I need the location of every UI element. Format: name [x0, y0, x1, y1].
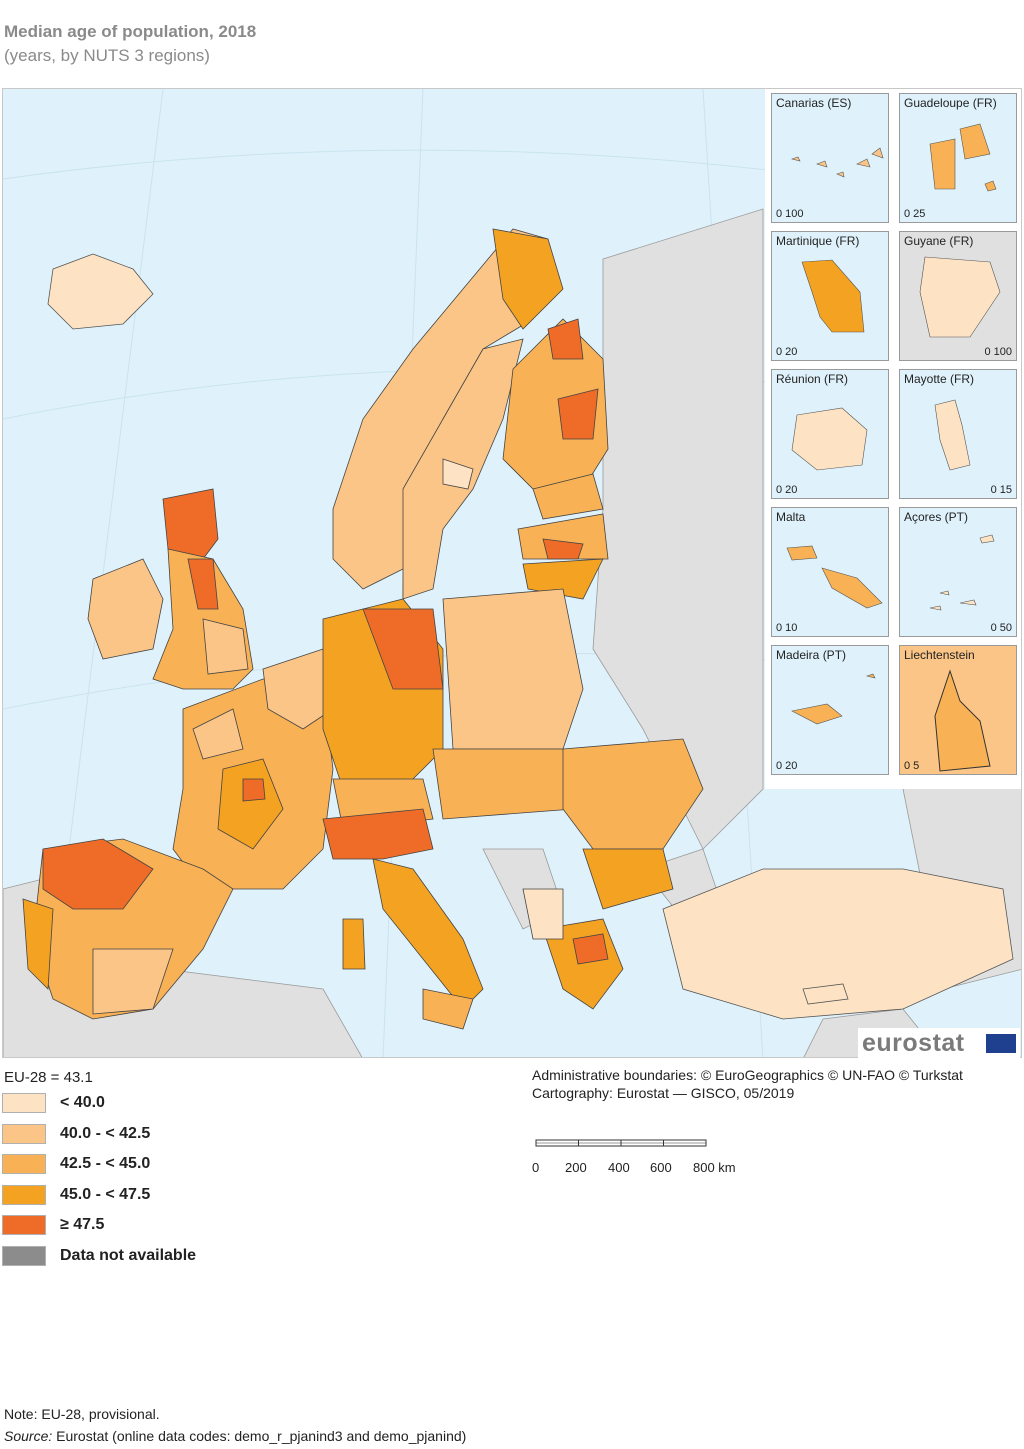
source: Source: Eurostat (online data codes: dem…	[4, 1428, 466, 1444]
mayotte-shape	[934, 399, 971, 471]
legend-swatch	[2, 1245, 46, 1266]
legend-label: Data not available	[60, 1246, 197, 1264]
acores-shape	[929, 534, 995, 611]
inset-scale: 0 20	[776, 346, 798, 358]
scale-bar-graphic	[535, 1139, 707, 1147]
logo-text: eurostat	[862, 1029, 965, 1057]
inset-acores[interactable]: Açores (PT) 0 50	[899, 507, 1017, 637]
credits: Administrative boundaries: © EuroGeograp…	[532, 1066, 963, 1102]
inset-scale: 0 50	[990, 622, 1012, 634]
inset-liechtenstein[interactable]: Liechtenstein 0 5	[899, 645, 1017, 775]
inset-label: Madeira (PT)	[776, 648, 847, 662]
inset-label: Réunion (FR)	[776, 372, 849, 386]
central-europe[interactable]	[262, 588, 584, 830]
reunion-shape	[791, 407, 868, 471]
madeira-shape	[791, 673, 876, 725]
inset-reunion[interactable]: Réunion (FR) 0 20	[771, 369, 889, 499]
british-isles[interactable]	[87, 488, 254, 690]
inset-label: Guyane (FR)	[904, 234, 974, 248]
legend-label: < 40.0	[60, 1094, 105, 1111]
inset-label: Canarias (ES)	[776, 96, 852, 110]
scale-bar: 0 200 400 600 800 km	[530, 1136, 770, 1176]
inset-madeira[interactable]: Madeira (PT) 0 20	[771, 645, 889, 775]
legend-swatch	[2, 1184, 46, 1205]
guadeloupe-shape	[929, 123, 997, 192]
inset-scale: 0 25	[904, 208, 926, 220]
source-text: Eurostat (online data codes: demo_r_pjan…	[52, 1428, 467, 1444]
inset-mayotte[interactable]: Mayotte (FR) 0 15	[899, 369, 1017, 499]
canarias-shape	[790, 147, 884, 178]
legend-label: ≥ 47.5	[60, 1216, 105, 1233]
inset-martinique[interactable]: Martinique (FR) 0 20	[771, 231, 889, 361]
scale-tick: 800 km	[693, 1160, 736, 1175]
legend-swatch	[2, 1154, 46, 1174]
eu-flag-icon	[986, 1034, 1016, 1053]
note: Note: EU-28, provisional.	[4, 1406, 160, 1422]
inset-label: Liechtenstein	[904, 648, 975, 662]
map-title: Median age of population, 2018	[4, 22, 257, 41]
legend-label: 45.0 - < 47.5	[60, 1185, 151, 1203]
europe-map[interactable]: Canarias (ES) 0 100 Guadeloupe (FR) 0 25…	[2, 88, 1022, 1058]
cyprus-region[interactable]	[802, 983, 849, 1005]
insets-panel: Canarias (ES) 0 100 Guadeloupe (FR) 0 25…	[765, 89, 1021, 789]
inset-scale: 0 20	[776, 484, 798, 496]
inset-canarias[interactable]: Canarias (ES) 0 100	[771, 93, 889, 223]
inset-scale: 0 100	[984, 346, 1012, 358]
scale-tick: 0	[532, 1160, 540, 1175]
credits-boundaries: Administrative boundaries: © EuroGeograp…	[532, 1067, 963, 1083]
baltics[interactable]	[517, 473, 609, 600]
inset-label: Martinique (FR)	[776, 234, 860, 248]
eu-average: EU-28 = 43.1	[4, 1069, 93, 1086]
inset-scale: 0 5	[904, 760, 920, 772]
inset-guadeloupe[interactable]: Guadeloupe (FR) 0 25	[899, 93, 1017, 223]
source-label: Source:	[4, 1428, 53, 1444]
legend-swatch	[2, 1123, 46, 1144]
map-subtitle: (years, by NUTS 3 regions)	[4, 46, 210, 65]
scandinavia[interactable]	[332, 228, 609, 600]
iberia[interactable]	[22, 838, 234, 1020]
inset-label: Malta	[776, 510, 806, 524]
inset-scale: 0 10	[776, 622, 798, 634]
liechtenstein-shape	[900, 646, 1016, 774]
france[interactable]	[172, 678, 334, 890]
eurostat-logo: eurostat	[858, 1028, 1020, 1058]
scale-tick: 600	[650, 1160, 672, 1175]
guyane-shape	[900, 232, 1016, 360]
inset-scale: 0 100	[776, 208, 804, 220]
iceland-region[interactable]	[47, 253, 154, 330]
legend-swatch	[2, 1093, 46, 1113]
inset-scale: 0 15	[990, 484, 1012, 496]
inset-scale: 0 20	[776, 760, 798, 772]
malta-shape	[786, 545, 883, 609]
scale-tick: 200	[565, 1160, 587, 1175]
inset-label: Mayotte (FR)	[904, 372, 975, 386]
balkans[interactable]	[522, 738, 704, 1010]
martinique-shape	[801, 259, 865, 333]
inset-malta[interactable]: Malta 0 10	[771, 507, 889, 637]
inset-guyane[interactable]: Guyane (FR) 0 100	[899, 231, 1017, 361]
inset-label: Açores (PT)	[904, 510, 969, 524]
legend-swatch	[2, 1215, 46, 1235]
italy[interactable]	[322, 808, 484, 1030]
legend-label: 40.0 - < 42.5	[60, 1124, 151, 1142]
map-canvas	[3, 89, 1021, 1057]
inset-label: Guadeloupe (FR)	[904, 96, 997, 110]
turkey[interactable]	[662, 868, 1014, 1020]
legend-label: 42.5 - < 45.0	[60, 1155, 151, 1172]
scale-tick: 400	[608, 1160, 630, 1175]
credits-cartography: Cartography: Eurostat — GISCO, 05/2019	[532, 1085, 795, 1101]
